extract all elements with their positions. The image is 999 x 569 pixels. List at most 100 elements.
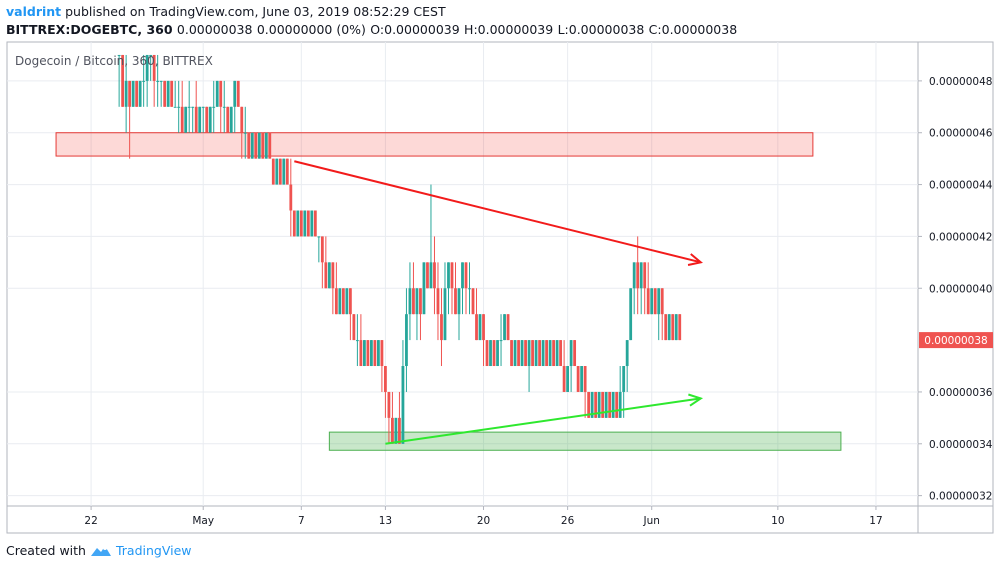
candle-down [671,314,675,341]
candle-up [317,236,321,238]
candle-up [566,366,570,392]
candle-down [334,288,338,315]
candle-up [184,106,188,133]
symbol-label: BITTREX:DOGEBTC, 360 [6,22,173,37]
candle-up [310,210,314,237]
candle-down [398,417,401,444]
candle-up [303,210,307,237]
candle-up [422,262,426,315]
candle-down [320,236,324,263]
candle-down [268,132,272,159]
candle-up [355,340,359,342]
candle-up [629,288,633,341]
chart-title: Dogecoin / Bitcoin, 360, BITTREX [15,54,213,68]
candle-down [506,314,510,341]
candle-down [552,340,556,367]
candle-up [275,158,279,185]
candle-down [240,106,244,133]
candle-down [646,288,650,315]
x-tick-label: 26 [561,515,575,527]
candle-down [331,262,335,289]
candle-down [366,340,370,367]
last-value: 0.00000038 [176,22,253,37]
created-with-label: Created with [6,543,86,558]
candle-down [601,391,605,418]
candle-down [482,314,485,341]
trend-arrows [294,160,704,445]
candle-down [559,340,563,367]
candle-down [306,210,310,237]
candle-down [492,340,496,367]
candle-up [201,106,205,108]
candle-up [145,54,149,81]
price-axis: 0.00000048 0.00000046 0.00000044 0.00000042… [918,76,993,503]
candle-up [117,54,121,56]
candle-down [128,80,132,107]
candle-up [461,262,464,289]
candle-down [205,106,209,133]
candle-up [580,366,584,392]
candle-down [517,340,520,367]
candle-up [527,340,531,367]
candle-down [524,340,527,367]
candle-down [289,184,293,211]
candle-down [254,132,258,159]
resistance-trendline-arrow-head [687,253,703,266]
candle-down [152,54,156,81]
candle-up [447,262,450,289]
candle-up [208,106,212,133]
candle-up [233,80,237,107]
candle-up [362,340,366,367]
candle-up [338,288,342,315]
resistance-trendline-arrow [294,160,702,264]
candle-down [285,158,289,185]
candle-down [433,262,436,289]
candle-down [292,210,296,237]
support-trendline-arrow [385,397,701,445]
x-tick-label: May [192,515,214,527]
candle-down [387,391,391,418]
candle-up [468,288,471,290]
tradingview-brand-link[interactable]: TradingView [115,543,192,558]
candle-up [569,340,573,367]
candle-down [299,210,303,237]
candle-up [457,288,461,315]
candle-up [250,132,254,159]
candle-up [611,391,615,418]
candle-up [138,80,142,107]
candle-up [222,106,226,108]
candle-down [391,417,394,444]
chart-frame [6,41,994,534]
candlesticks [117,54,682,444]
candle-up [131,80,135,107]
username-link[interactable]: valdrint [6,4,62,19]
candle-up [156,80,160,82]
y-tick-label: 0.00000044 [929,180,993,192]
candle-down [545,340,548,367]
candle-up [215,80,219,107]
time-axis: 22 May 7 13 20 26 Jun 10 17 [84,506,883,527]
candle-up [198,106,202,133]
candle-down [180,106,184,133]
candle-down [471,288,475,315]
candle-down [660,288,664,315]
low-value: L:0.00000038 [557,22,645,37]
candle-up [541,340,545,367]
candle-up [513,340,517,367]
candle-down [219,80,223,107]
candle-down [194,106,198,133]
candle-down [587,391,591,418]
candle-down [348,288,352,315]
candle-down [359,340,363,367]
candle-up [173,106,177,108]
candle-down [278,158,282,185]
y-tick-label: 0.00000046 [929,128,993,140]
candle-down [594,391,598,418]
candle-up [555,340,559,367]
candle-up [142,80,146,82]
candle-up [408,288,412,315]
tradingview-logo-icon [90,545,111,556]
candle-up [478,314,482,341]
last-price-tag-bg [919,332,993,349]
